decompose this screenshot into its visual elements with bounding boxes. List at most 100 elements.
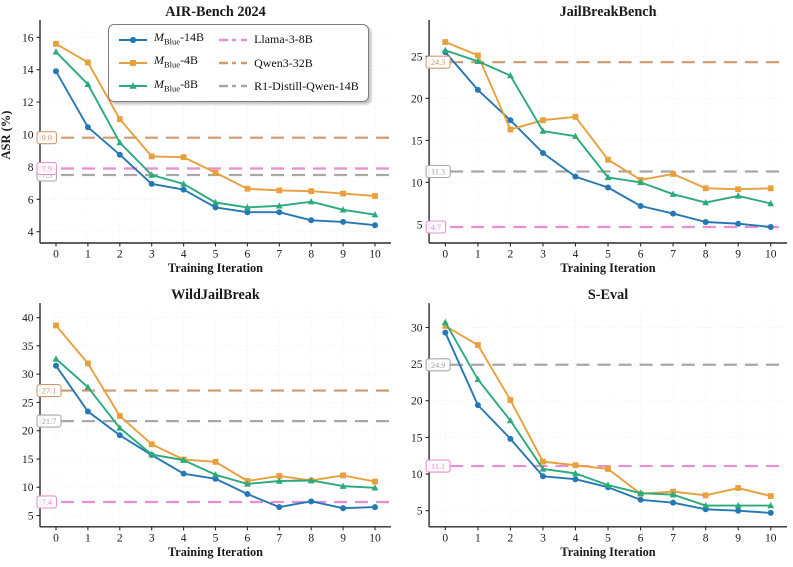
legend-swatch-triangle [119, 82, 147, 90]
marker-m-blue-8b [244, 480, 251, 487]
x-tick-label: 10 [369, 249, 381, 261]
marker-m-blue-4b [148, 441, 155, 448]
marker-m-blue-8b [572, 469, 579, 477]
baseline-value-text-qwen3-32b: 24.3 [431, 58, 446, 67]
marker-m-blue-14b [474, 86, 481, 93]
marker-m-blue-14b [53, 68, 59, 75]
plot-area: 0 1 2 3 4 5 6 7 8 9 10 4 6 8 10 12 14 16 AIR-Bench 2024 Tra… [0, 0, 396, 283]
marker-m-blue-14b [702, 219, 709, 225]
marker-m-blue-4b [702, 492, 709, 499]
y-tick-label: 4 [28, 227, 34, 239]
chart-svg-s-eval: 0 1 2 3 4 5 6 7 8 9 10 5 10 15 20 25 30 S-Eval Training It… [411, 287, 787, 559]
marker-m-blue-14b [372, 504, 378, 511]
marker-m-blue-4b [702, 185, 709, 192]
plot-area: 0 1 2 3 4 5 6 7 8 9 10 5 10 15 20 25 30 S-Eval Training It… [396, 283, 793, 567]
x-tick-label: 7 [670, 249, 676, 261]
legend-label: MBlue-4B [154, 53, 199, 70]
baseline-value-text-r1-distill-qwen-14b: 21.7 [42, 417, 57, 426]
baseline-value-badge-llama-3-8b [425, 459, 451, 473]
marker-m-blue-4b [474, 342, 481, 348]
legend-label: MBlue-14B [154, 30, 205, 47]
marker-m-blue-4b [540, 117, 546, 124]
marker-m-blue-14b [116, 151, 123, 158]
marker-m-blue-8b [339, 482, 347, 489]
marker-m-blue-4b [53, 40, 59, 47]
marker-m-blue-14b [340, 218, 347, 225]
y-tick-label: 15 [411, 135, 423, 147]
chart-title: AIR-Bench 2024 [165, 4, 266, 20]
marker-m-blue-8b [275, 477, 283, 484]
marker-m-blue-8b [637, 489, 645, 496]
marker-m-blue-4b [340, 190, 346, 197]
x-tick-label: 5 [605, 249, 611, 261]
legend-swatch-dashed [219, 85, 248, 88]
marker-m-blue-4b [53, 322, 59, 329]
marker-m-blue-8b [371, 484, 379, 491]
marker-m-blue-8b [148, 171, 156, 178]
marker-m-blue-8b [441, 46, 449, 54]
x-tick-label: 6 [638, 249, 644, 261]
x-tick-label: 5 [213, 249, 219, 261]
marker-m-blue-14b [670, 210, 677, 217]
marker-m-blue-8b [212, 198, 219, 206]
x-tick-label: 8 [703, 249, 709, 261]
marker-m-blue-4b [212, 169, 219, 176]
marker-m-blue-8b [116, 139, 124, 146]
y-tick-label: 20 [22, 426, 34, 438]
marker-m-blue-14b [474, 402, 481, 409]
marker-m-blue-14b [84, 124, 91, 131]
marker-m-blue-14b [244, 209, 251, 216]
legend: MBlue-14B MBlue-4B MBlue-8B Llama-3-8B Qwen3… [108, 24, 369, 103]
marker-m-blue-8b [669, 491, 677, 498]
marker-m-blue-14b [767, 224, 774, 230]
x-tick-label: 4 [181, 249, 187, 261]
x-tick-label: 4 [181, 532, 187, 544]
y-tick-label: 10 [411, 177, 423, 189]
x-tick-label: 1 [475, 249, 481, 261]
marker-m-blue-8b [474, 57, 482, 64]
x-tick-label: 1 [475, 532, 481, 544]
marker-m-blue-8b [307, 198, 315, 205]
marker-m-blue-4b [116, 116, 123, 122]
marker-m-blue-8b [180, 456, 187, 463]
marker-m-blue-14b [308, 217, 315, 224]
baseline-value-text-r1-distill-qwen-14b: 24.9 [431, 361, 446, 370]
marker-m-blue-4b [507, 397, 514, 403]
marker-m-blue-14b [372, 222, 378, 229]
y-tick-label: 14 [22, 65, 34, 77]
x-tick-label: 0 [442, 249, 448, 261]
marker-m-blue-8b [307, 476, 315, 484]
x-tick-label: 5 [605, 532, 611, 544]
marker-m-blue-4b [767, 493, 774, 499]
legend-label: R1-Distill-Qwen-14B [254, 78, 359, 93]
chart-svg-jailbreakbench: 0 1 2 3 4 5 6 7 8 9 10 5 10 15 20 25 JailBreakBench Train… [411, 4, 787, 275]
baseline-value-text-llama-3-8b: 4.7 [431, 223, 441, 232]
x-axis-label: Training Iteration [168, 545, 263, 559]
marker-m-blue-14b [308, 498, 315, 505]
chart-s-eval: 0 1 2 3 4 5 6 7 8 9 10 5 10 15 20 25 30 S-Eval Training It… [396, 283, 793, 567]
marker-m-blue-14b [637, 203, 644, 209]
marker-m-blue-14b [539, 150, 546, 156]
baseline-value-badge-r1-distill-qwen-14b [425, 164, 451, 179]
y-tick-label: 25 [411, 359, 423, 371]
marker-m-blue-14b [507, 435, 514, 442]
y-tick-label: 30 [411, 322, 423, 334]
marker-m-blue-4b [276, 187, 283, 194]
marker-m-blue-4b [474, 52, 481, 59]
y-tick-label: 15 [22, 454, 34, 466]
marker-m-blue-4b [85, 59, 91, 66]
y-tick-label: 12 [22, 97, 34, 109]
marker-m-blue-8b [148, 450, 156, 458]
y-tick-label: 5 [28, 511, 34, 523]
baseline-value-text-qwen3-32b: 9.8 [42, 134, 52, 143]
marker-m-blue-4b [372, 193, 378, 199]
x-tick-label: 8 [703, 532, 709, 544]
y-tick-label: 6 [28, 194, 34, 206]
marker-m-blue-8b [572, 132, 579, 139]
x-tick-label: 9 [735, 249, 741, 261]
marker-m-blue-8b [539, 465, 547, 472]
legend-item-model-1: MBlue-4B [118, 53, 204, 72]
series-line-m-blue-14b [444, 51, 772, 228]
x-tick-label: 5 [213, 532, 219, 544]
x-tick-label: 3 [540, 532, 546, 544]
